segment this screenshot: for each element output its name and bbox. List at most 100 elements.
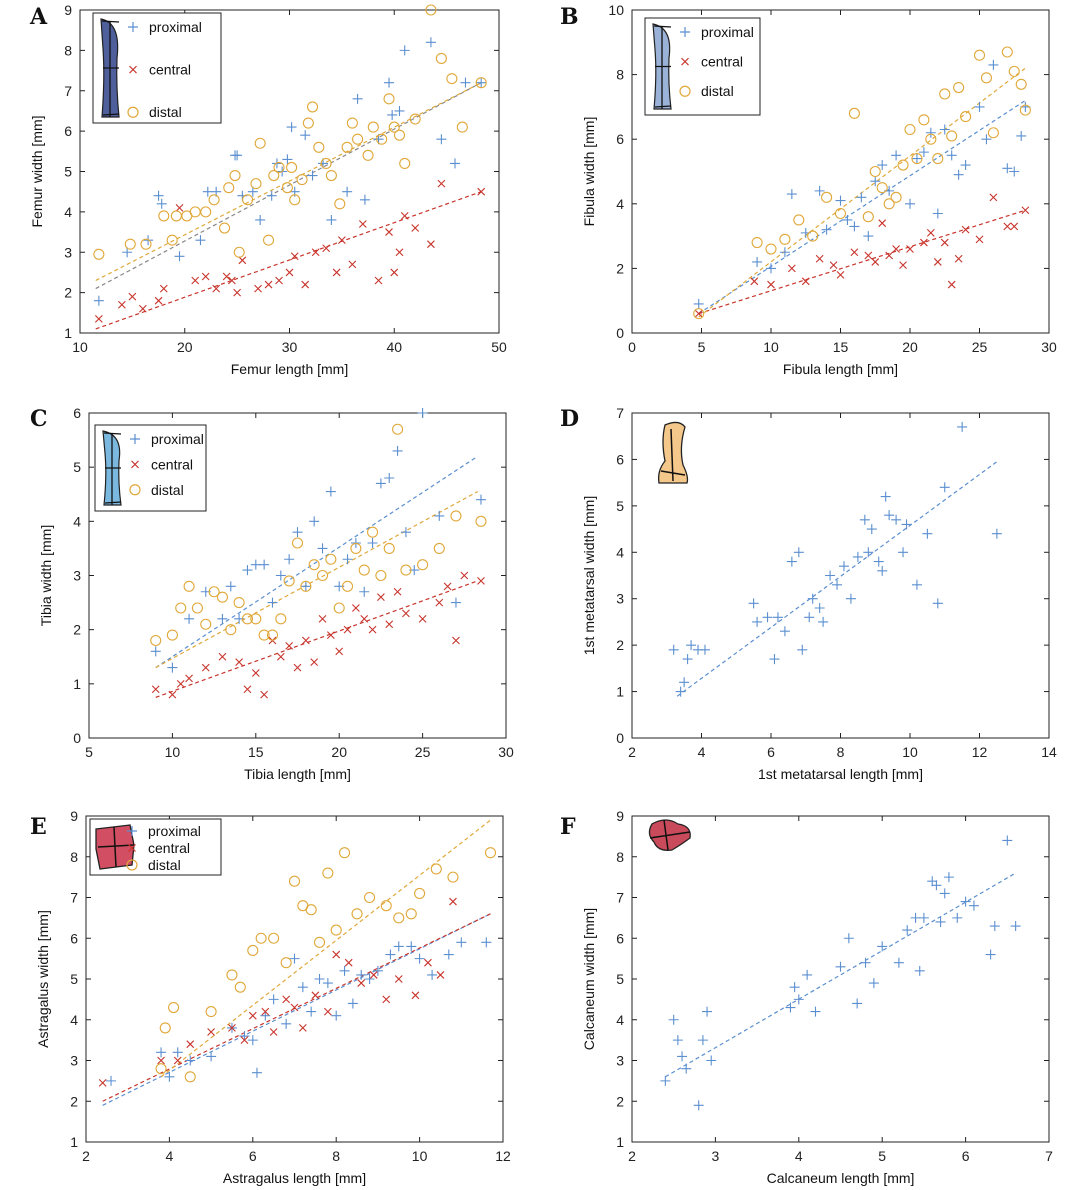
point-proximal	[247, 186, 258, 197]
x-tick-label: 4	[166, 1148, 174, 1164]
x-tick-label: 10	[72, 339, 88, 355]
point-distal	[189, 206, 201, 218]
point-central	[460, 571, 469, 580]
point-proximal	[399, 45, 410, 56]
point-distal	[200, 618, 212, 630]
point-central	[836, 270, 845, 279]
point-single	[985, 949, 996, 960]
point-central	[390, 268, 399, 277]
point-distal	[475, 77, 487, 89]
point-distal	[316, 569, 329, 582]
point-proximal	[842, 214, 853, 225]
point-distal	[475, 515, 487, 527]
y-tick-label: 5	[64, 164, 72, 180]
point-central	[374, 276, 383, 285]
point-single	[779, 626, 790, 637]
y-tick-label: 0	[616, 325, 624, 341]
point-distal	[362, 149, 374, 161]
point-distal	[392, 423, 404, 435]
point-single	[877, 941, 888, 952]
trend-line-central	[155, 580, 478, 698]
point-distal	[417, 559, 429, 571]
bone-icon	[648, 819, 691, 851]
point-distal	[158, 210, 170, 222]
point-single	[699, 644, 710, 655]
y-tick-label: 9	[70, 808, 78, 824]
legend-marker-proximal	[127, 826, 137, 836]
point-distal	[338, 847, 351, 859]
panel-letter-c: C	[30, 406, 48, 432]
point-single	[789, 982, 800, 993]
point-central	[436, 971, 445, 979]
panel-letter-d: D	[560, 406, 579, 432]
point-proximal	[835, 195, 846, 206]
point-single	[914, 965, 925, 976]
point-proximal	[456, 937, 467, 948]
point-central	[282, 995, 291, 1004]
point-single	[793, 994, 804, 1005]
point-distal	[183, 580, 195, 592]
point-proximal	[891, 150, 902, 161]
point-central	[186, 1040, 195, 1049]
point-proximal	[250, 559, 261, 570]
point-proximal	[106, 1075, 117, 1086]
point-central	[906, 245, 914, 253]
point-proximal	[156, 198, 167, 209]
point-distal	[1001, 46, 1013, 58]
point-single	[818, 616, 829, 627]
y-tick-label: 6	[616, 131, 624, 147]
point-proximal	[195, 235, 206, 246]
y-tick-label: 2	[616, 637, 624, 653]
point-distal	[305, 904, 317, 916]
y-tick-label: 1	[616, 684, 624, 700]
point-distal	[456, 121, 468, 133]
x-tick-label: 20	[902, 339, 918, 355]
point-proximal	[443, 949, 454, 960]
point-central	[382, 995, 391, 1004]
point-proximal	[284, 554, 295, 565]
point-single	[693, 1100, 704, 1111]
point-single	[893, 957, 904, 968]
point-proximal	[450, 158, 461, 169]
y-tick-label: 7	[70, 890, 78, 906]
point-proximal	[153, 190, 164, 201]
point-single	[968, 900, 979, 911]
x-tick-label: 0	[628, 339, 636, 355]
point-central	[151, 685, 160, 694]
point-proximal	[359, 586, 370, 597]
point-central	[238, 256, 247, 265]
point-single	[960, 896, 971, 907]
point-central	[411, 991, 420, 1000]
point-distal	[124, 238, 136, 250]
point-distal	[159, 1022, 171, 1034]
point-proximal	[821, 224, 832, 235]
point-distal	[876, 182, 888, 194]
y-tick-label: 4	[616, 1012, 624, 1028]
point-single	[797, 644, 808, 655]
point-distal	[693, 308, 705, 320]
point-proximal	[300, 581, 311, 592]
point-central	[235, 658, 244, 667]
point-central	[285, 642, 294, 650]
point-central	[201, 663, 210, 672]
point-distal	[890, 191, 902, 203]
point-central	[393, 587, 402, 596]
point-single	[939, 888, 950, 899]
point-proximal	[164, 1071, 175, 1082]
point-central	[290, 1003, 299, 1012]
point-distal	[987, 127, 999, 139]
point-single	[672, 1035, 683, 1046]
point-distal	[226, 969, 238, 981]
point-distal	[208, 194, 220, 206]
point-single	[911, 579, 922, 590]
point-central	[400, 212, 409, 220]
point-distal	[280, 957, 292, 969]
x-axis-label: Astragalus length [mm]	[223, 1170, 366, 1186]
point-proximal	[766, 263, 776, 274]
point-central	[427, 240, 435, 249]
trend-line-proximal	[155, 455, 478, 669]
point-distal	[308, 559, 320, 571]
point-distal	[765, 243, 777, 255]
